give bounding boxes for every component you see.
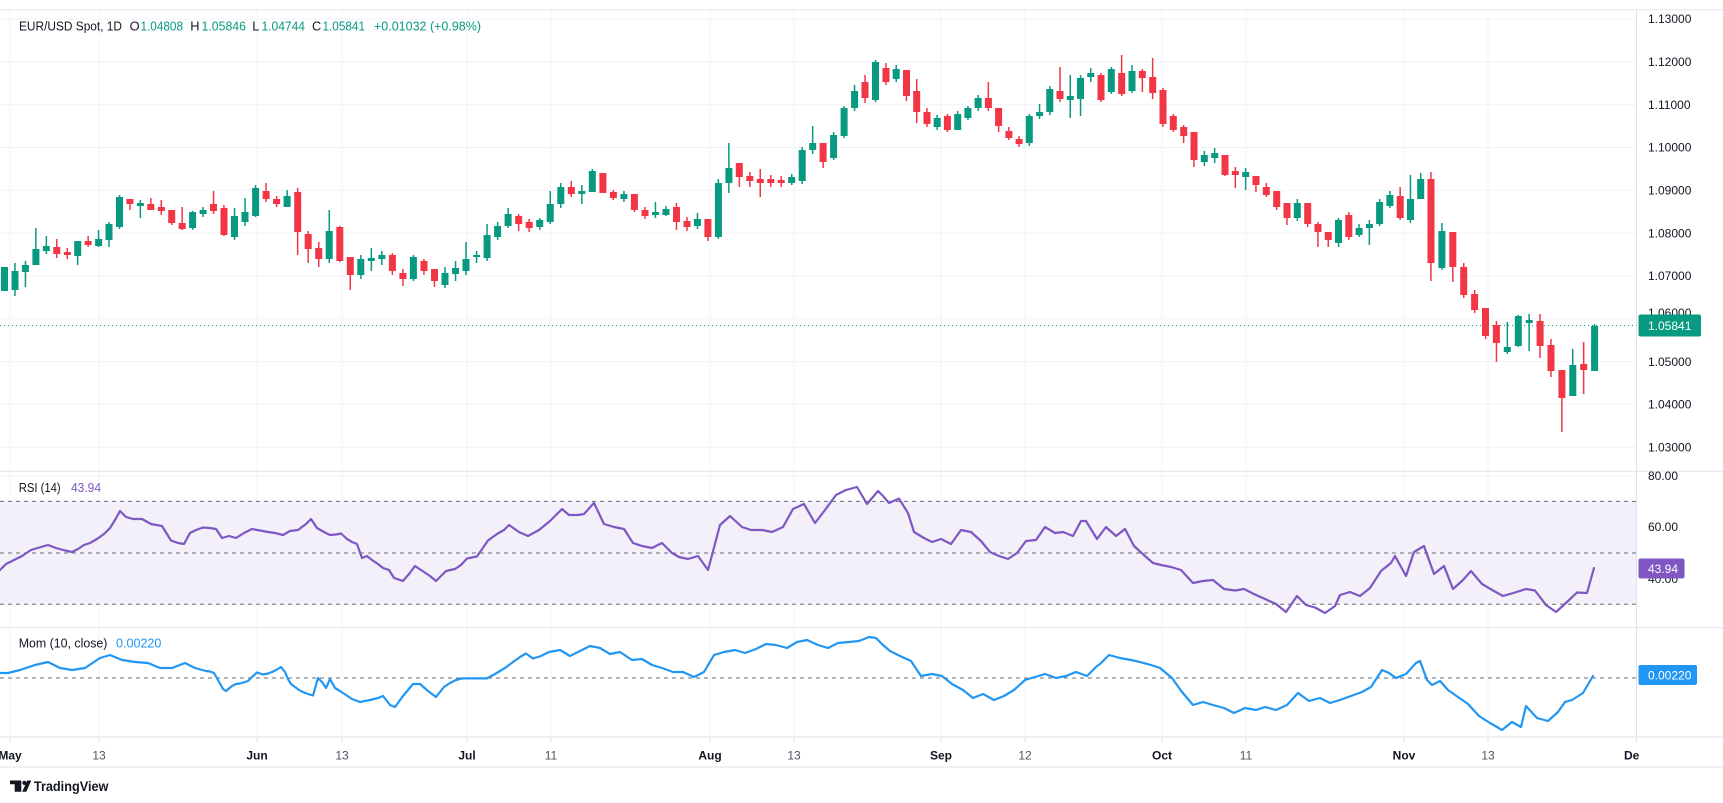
svg-text:1.10000: 1.10000 xyxy=(1648,141,1692,155)
svg-text:De: De xyxy=(1624,749,1640,763)
svg-text:80.00: 80.00 xyxy=(1648,469,1678,483)
svg-text:Jun: Jun xyxy=(246,749,267,763)
svg-text:1.13000: 1.13000 xyxy=(1648,12,1692,26)
svg-text:43.94: 43.94 xyxy=(1648,562,1678,576)
svg-text:1.04000: 1.04000 xyxy=(1648,398,1692,412)
svg-text:EUR/USD Spot, 1D: EUR/USD Spot, 1D xyxy=(19,19,122,34)
svg-text:60.00: 60.00 xyxy=(1648,520,1678,534)
svg-text:43.94: 43.94 xyxy=(71,481,101,495)
svg-text:Aug: Aug xyxy=(698,749,721,763)
svg-text:TradingView: TradingView xyxy=(34,779,109,795)
svg-text:1.08000: 1.08000 xyxy=(1648,226,1692,240)
svg-text:11: 11 xyxy=(1240,749,1253,763)
svg-text:1.05846: 1.05846 xyxy=(202,19,247,34)
svg-text:13: 13 xyxy=(787,749,801,763)
svg-text:13: 13 xyxy=(1481,749,1495,763)
svg-text:1.05841: 1.05841 xyxy=(323,19,366,34)
svg-text:1.07000: 1.07000 xyxy=(1648,269,1692,283)
svg-text:Sep: Sep xyxy=(930,749,952,763)
svg-text:1.05841: 1.05841 xyxy=(1648,319,1692,333)
svg-text:1.12000: 1.12000 xyxy=(1648,55,1692,69)
svg-text:May: May xyxy=(0,749,22,763)
svg-text:12: 12 xyxy=(1018,749,1032,763)
svg-text:Nov: Nov xyxy=(1393,749,1416,763)
svg-text:1.04808: 1.04808 xyxy=(141,19,184,34)
svg-text:L: L xyxy=(252,19,259,34)
svg-text:RSI (14): RSI (14) xyxy=(19,481,61,495)
svg-text:1.04744: 1.04744 xyxy=(262,19,306,34)
svg-text:0.00220: 0.00220 xyxy=(116,636,161,650)
svg-text:1.03000: 1.03000 xyxy=(1648,440,1692,454)
svg-text:13: 13 xyxy=(335,749,349,763)
svg-text:Mom (10, close): Mom (10, close) xyxy=(19,636,108,650)
svg-text:13: 13 xyxy=(92,749,106,763)
svg-text:+0.01032 (+0.98%): +0.01032 (+0.98%) xyxy=(374,19,481,34)
svg-text:O: O xyxy=(130,19,140,34)
svg-text:C: C xyxy=(312,19,321,34)
svg-text:1.09000: 1.09000 xyxy=(1648,184,1692,198)
svg-text:H: H xyxy=(190,19,199,34)
svg-text:1.05000: 1.05000 xyxy=(1648,355,1692,369)
svg-text:0.00220: 0.00220 xyxy=(1648,668,1692,682)
svg-text:1.11000: 1.11000 xyxy=(1648,98,1691,112)
svg-text:Oct: Oct xyxy=(1152,749,1172,763)
svg-text:Jul: Jul xyxy=(458,749,475,763)
svg-text:11: 11 xyxy=(545,749,558,763)
